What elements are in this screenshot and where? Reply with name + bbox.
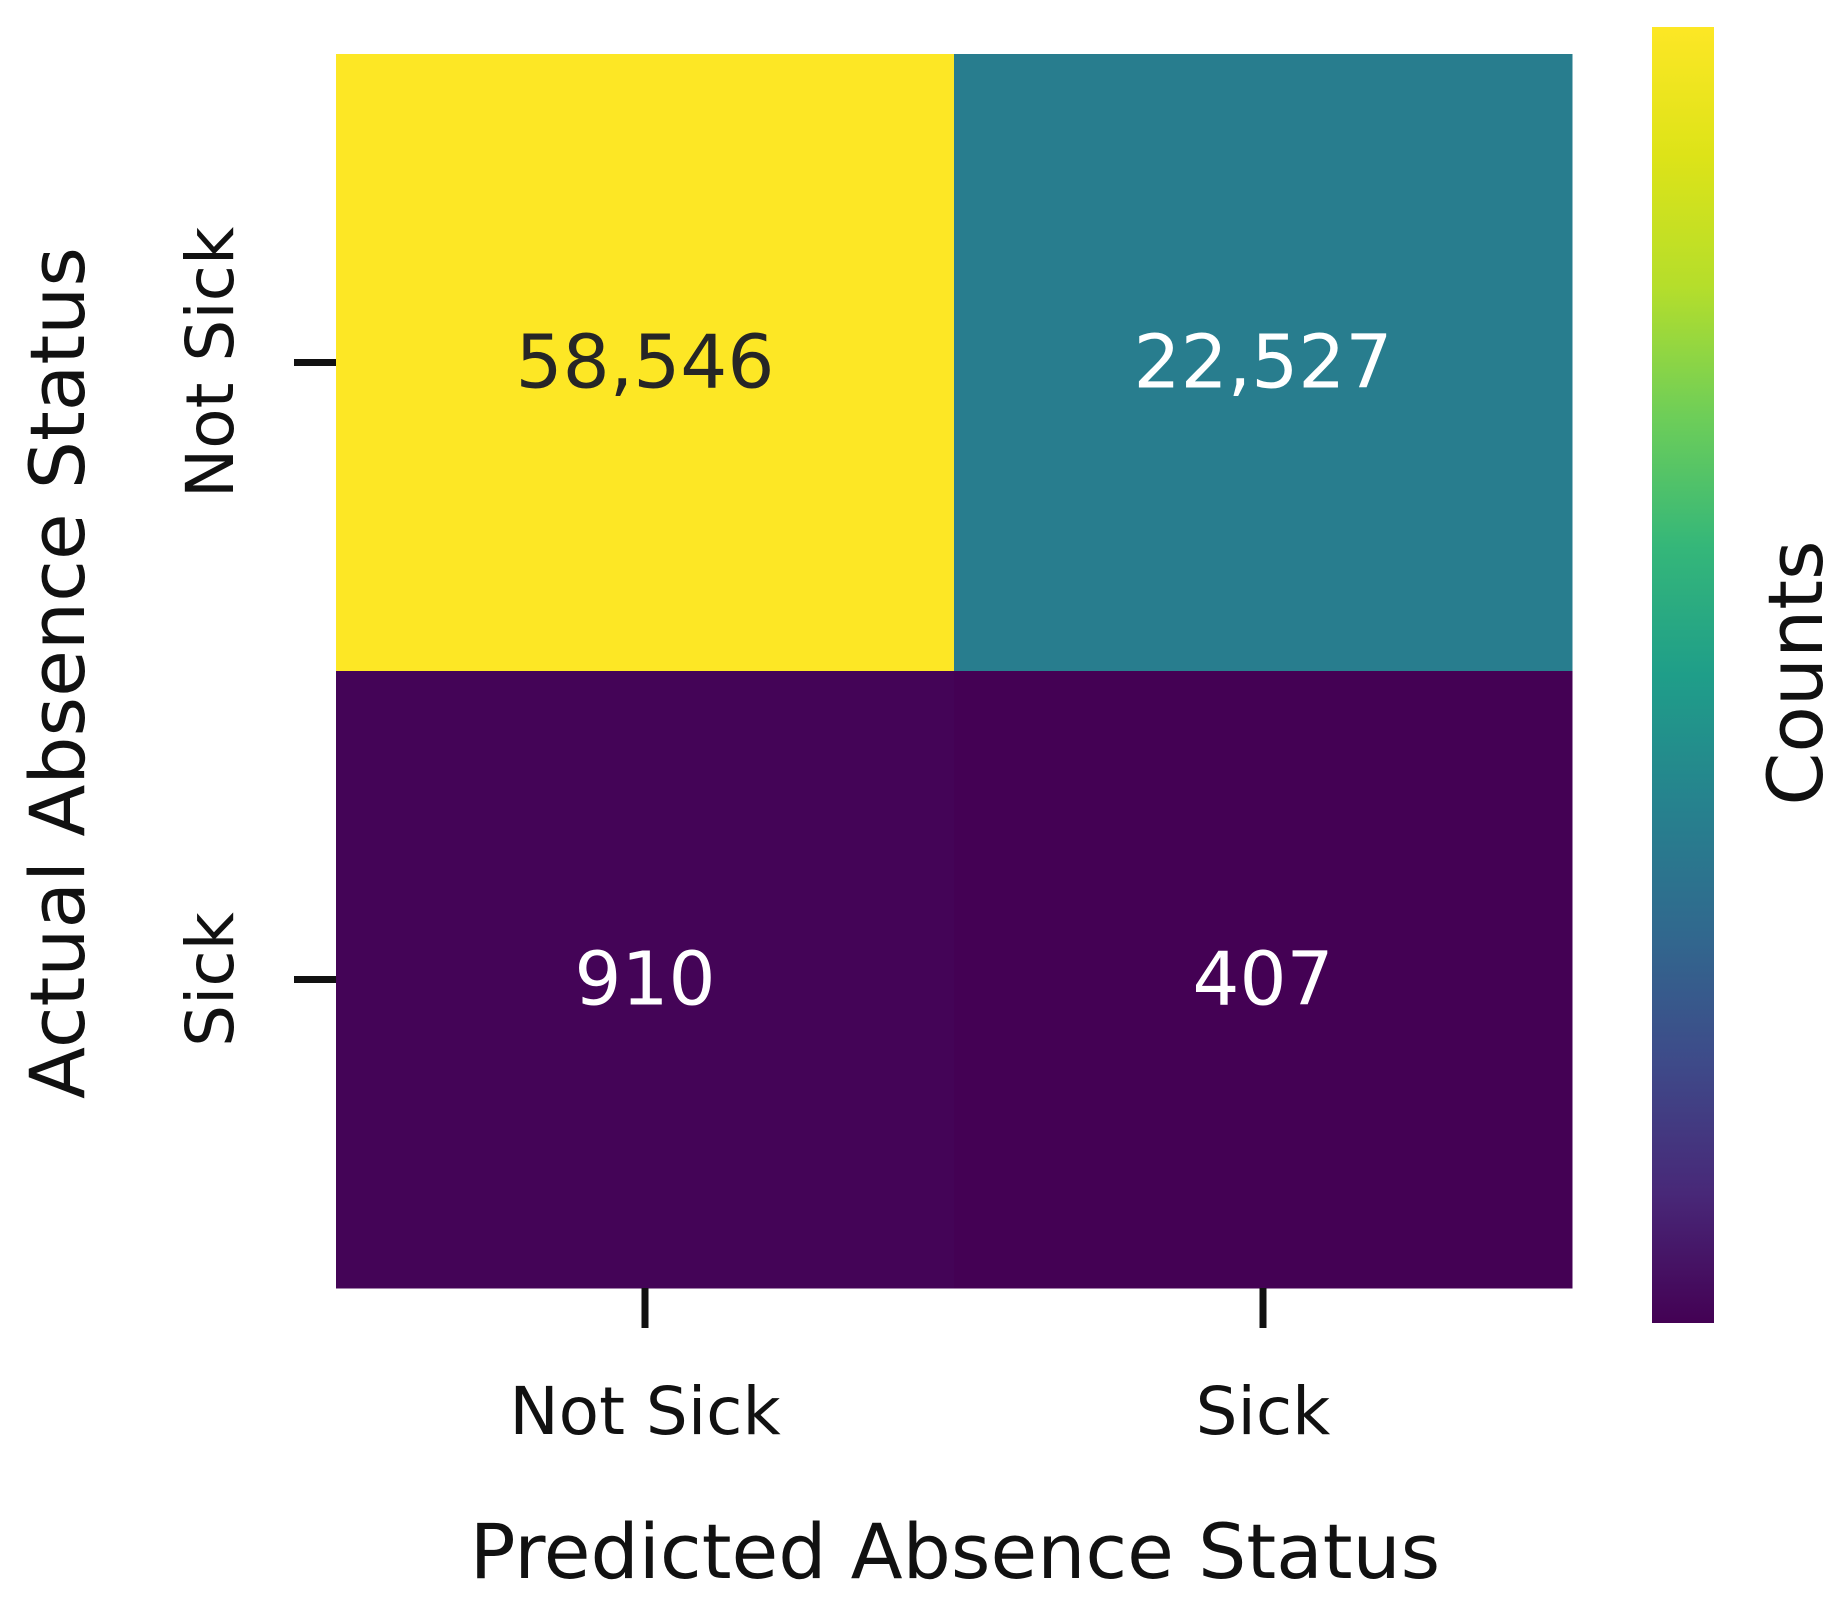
x-tick-label: Not Sick xyxy=(509,1373,781,1450)
x-tick-label: Sick xyxy=(1196,1373,1332,1450)
heatmap-cell xyxy=(954,54,1573,672)
cell-value-label: 407 xyxy=(1192,937,1333,1023)
cell-value-label: 910 xyxy=(574,937,715,1023)
y-tick-label: Sick xyxy=(172,911,249,1047)
heatmap-cell-labels: 58,546 22,527 910 407 xyxy=(516,320,1393,1023)
heatmap-cell xyxy=(954,671,1573,1289)
heatmap-cell xyxy=(336,54,955,672)
axis-ticks xyxy=(294,359,1267,1328)
cell-value-label: 58,546 xyxy=(516,320,775,406)
cell-value-label: 22,527 xyxy=(1134,320,1393,406)
y-tick-label: Not Sick xyxy=(172,226,249,498)
colorbar xyxy=(1652,27,1714,1323)
colorbar-label: Counts xyxy=(1751,540,1840,805)
y-axis-label: Actual Absence Status xyxy=(13,247,102,1099)
heatmap-cell xyxy=(336,671,955,1289)
heatmap-cells xyxy=(336,54,1573,1289)
x-axis-label: Predicted Absence Status xyxy=(470,1507,1441,1596)
axis-tick-labels: Not Sick Sick Not Sick Sick xyxy=(172,226,1331,1450)
